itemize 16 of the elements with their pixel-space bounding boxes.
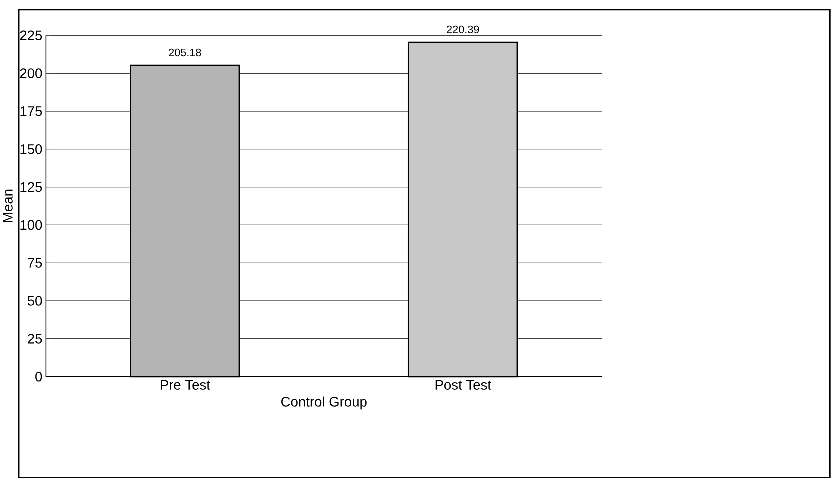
y-tick-label: 175 [20, 106, 42, 116]
y-tick-label: 150 [20, 144, 42, 154]
y-tick-label: 225 [20, 30, 42, 41]
y-tick-label: 100 [20, 220, 42, 230]
data-label: 220.39 [447, 26, 480, 34]
y-tick-label: 0 [36, 372, 42, 382]
y-tick-label: 75 [28, 258, 42, 268]
y-tick-label: 125 [20, 182, 42, 192]
y-tick-label: 25 [28, 334, 42, 344]
y-axis-title: Mean [3, 190, 13, 222]
x-axis-title: Control Group [282, 396, 367, 410]
x-tick-label: Post Test [436, 380, 492, 390]
data-label: 205.18 [169, 49, 202, 57]
x-tick-label: Pre Test [160, 380, 210, 390]
y-tick-label: 200 [20, 68, 42, 79]
y-tick-label: 50 [28, 296, 42, 306]
